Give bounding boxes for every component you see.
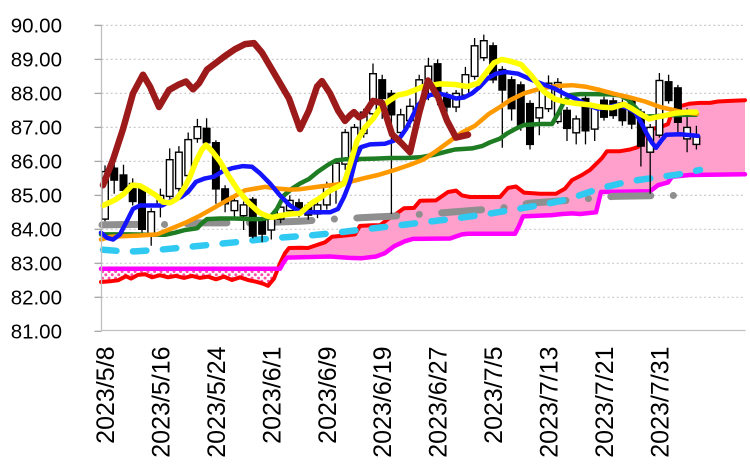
svg-text:2023/7/31: 2023/7/31 <box>646 347 674 458</box>
svg-text:2023/5/16: 2023/5/16 <box>147 347 175 458</box>
svg-text:2023/7/5: 2023/7/5 <box>480 347 508 444</box>
svg-text:2023/6/19: 2023/6/19 <box>369 347 397 458</box>
svg-text:2023/5/8: 2023/5/8 <box>92 347 120 444</box>
svg-text:87.00: 87.00 <box>11 116 62 139</box>
svg-text:89.00: 89.00 <box>11 48 62 71</box>
svg-text:2023/6/9: 2023/6/9 <box>314 347 342 444</box>
svg-text:83.00: 83.00 <box>11 252 62 275</box>
svg-text:86.00: 86.00 <box>11 150 62 173</box>
svg-text:85.00: 85.00 <box>11 184 62 207</box>
svg-text:2023/6/1: 2023/6/1 <box>258 347 286 444</box>
svg-text:2023/7/13: 2023/7/13 <box>536 347 564 458</box>
svg-text:82.00: 82.00 <box>11 286 62 309</box>
svg-text:90.00: 90.00 <box>11 14 62 37</box>
svg-text:81.00: 81.00 <box>11 320 62 343</box>
svg-text:2023/5/24: 2023/5/24 <box>203 346 231 457</box>
svg-text:2023/6/27: 2023/6/27 <box>425 347 453 458</box>
svg-text:84.00: 84.00 <box>11 218 62 241</box>
svg-text:2023/7/21: 2023/7/21 <box>591 347 619 458</box>
svg-text:88.00: 88.00 <box>11 82 62 105</box>
